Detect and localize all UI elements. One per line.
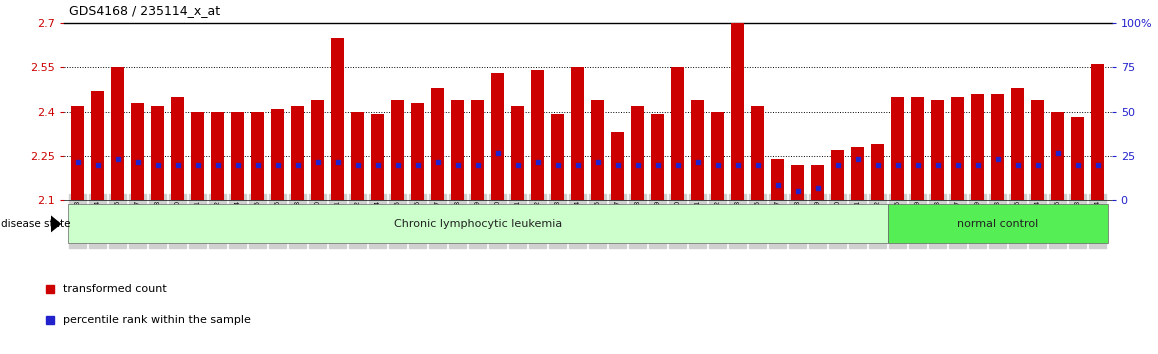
Bar	[551, 114, 564, 200]
Bar	[911, 97, 924, 200]
Bar	[851, 147, 864, 200]
Bar	[211, 112, 225, 200]
Bar	[232, 112, 244, 200]
Bar	[171, 97, 184, 200]
Bar	[931, 100, 944, 200]
Bar	[791, 165, 804, 200]
Text: transformed count: transformed count	[63, 284, 167, 294]
Bar	[312, 100, 324, 200]
Bar	[532, 70, 544, 200]
Bar	[372, 114, 384, 200]
Bar	[1031, 100, 1045, 200]
Bar	[951, 97, 965, 200]
Bar	[452, 100, 464, 200]
Bar	[812, 165, 824, 200]
Bar	[1011, 88, 1024, 200]
Bar	[571, 67, 584, 200]
Bar	[511, 105, 525, 200]
Bar	[888, 204, 1108, 244]
Bar	[152, 105, 164, 200]
Bar	[892, 97, 904, 200]
Bar	[271, 109, 284, 200]
Bar	[972, 94, 984, 200]
Bar	[711, 112, 724, 200]
Bar	[771, 159, 784, 200]
Bar	[631, 105, 644, 200]
Text: disease state: disease state	[1, 219, 71, 229]
Polygon shape	[51, 215, 61, 233]
Bar	[331, 38, 344, 200]
Bar	[111, 67, 124, 200]
Bar	[291, 105, 305, 200]
Bar	[871, 144, 885, 200]
Bar	[731, 23, 745, 200]
Bar	[672, 67, 684, 200]
Text: normal control: normal control	[957, 219, 1039, 229]
Bar	[831, 150, 844, 200]
Bar	[91, 91, 104, 200]
Bar	[1051, 112, 1064, 200]
Bar	[991, 94, 1004, 200]
Bar	[651, 114, 665, 200]
Text: GDS4168 / 235114_x_at: GDS4168 / 235114_x_at	[69, 4, 221, 17]
Bar	[1091, 64, 1105, 200]
Bar	[351, 112, 364, 200]
Bar	[411, 103, 424, 200]
Bar	[491, 73, 504, 200]
Bar	[391, 100, 404, 200]
Bar	[471, 100, 484, 200]
Bar	[251, 112, 264, 200]
Bar	[691, 100, 704, 200]
Bar	[131, 103, 145, 200]
Bar	[67, 204, 888, 244]
Bar	[592, 100, 604, 200]
Bar	[1071, 118, 1084, 200]
Bar	[191, 112, 204, 200]
Bar	[71, 105, 85, 200]
Bar	[752, 105, 764, 200]
Text: Chronic lymphocytic leukemia: Chronic lymphocytic leukemia	[394, 219, 562, 229]
Bar	[611, 132, 624, 200]
Bar	[431, 88, 445, 200]
Text: percentile rank within the sample: percentile rank within the sample	[63, 315, 250, 325]
